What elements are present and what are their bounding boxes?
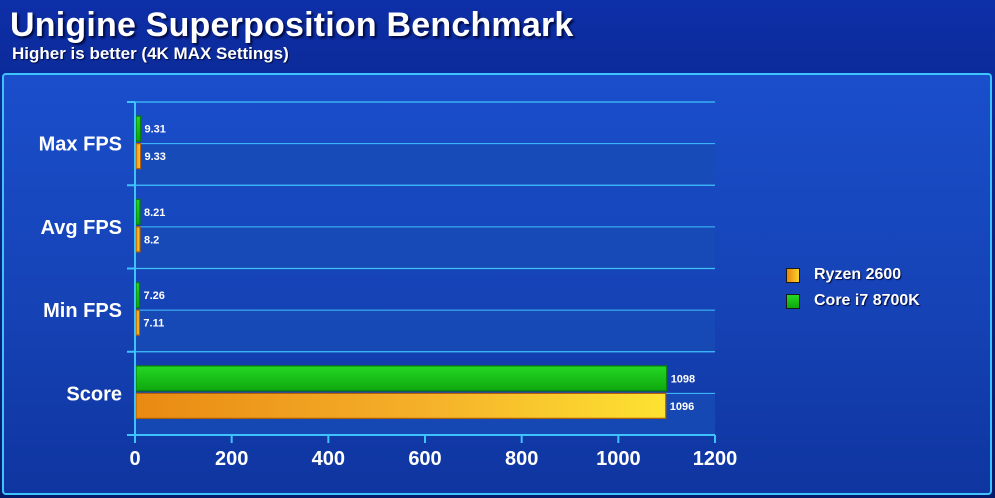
bar-core-i7-8700k <box>135 282 141 309</box>
value-label-core-i7-8700k: 1098 <box>671 373 695 385</box>
bar-core-i7-8700k <box>135 365 668 392</box>
legend-label-ryzen: Ryzen 2600 <box>814 266 902 283</box>
category-label: Avg FPS <box>41 217 123 239</box>
bar-ryzen-2600 <box>135 309 141 336</box>
value-label-core-i7-8700k: 8.21 <box>144 207 165 219</box>
chart-legend: Ryzen 2600 Core i7 8700K <box>786 262 920 314</box>
x-tick-label: 0 <box>129 448 140 470</box>
x-tick-label: 800 <box>505 448 538 470</box>
plot-band <box>135 143 715 186</box>
value-label-ryzen-2600: 7.11 <box>143 318 164 330</box>
legend-item-intel: Core i7 8700K <box>786 288 920 314</box>
category-label: Max FPS <box>39 134 122 156</box>
value-label-ryzen-2600: 9.33 <box>145 151 166 163</box>
legend-label-intel: Core i7 8700K <box>814 292 920 309</box>
x-tick-label: 1000 <box>596 448 641 470</box>
legend-swatch-intel <box>786 293 800 309</box>
value-label-ryzen-2600: 1096 <box>670 401 694 413</box>
x-tick-label: 200 <box>215 448 248 470</box>
chart-subtitle: Higher is better (4K MAX Settings) <box>12 44 289 63</box>
value-label-core-i7-8700k: 9.31 <box>144 124 165 136</box>
plot-band <box>135 226 715 269</box>
legend-swatch-ryzen <box>786 267 800 283</box>
value-label-core-i7-8700k: 7.26 <box>144 290 165 302</box>
category-label: Min FPS <box>43 300 122 322</box>
bar-ryzen-2600 <box>135 226 141 253</box>
legend-item-ryzen: Ryzen 2600 <box>786 262 920 288</box>
bar-ryzen-2600 <box>135 392 667 419</box>
bar-core-i7-8700k <box>135 198 141 225</box>
x-tick-label: 600 <box>408 448 441 470</box>
bar-ryzen-2600 <box>135 143 142 170</box>
category-label: Score <box>66 383 122 405</box>
x-tick-label: 400 <box>312 448 345 470</box>
value-label-ryzen-2600: 8.2 <box>144 234 159 246</box>
x-tick-label: 1200 <box>693 448 738 470</box>
chart-title: Unigine Superposition Benchmark <box>10 6 574 44</box>
plot-band <box>135 310 715 352</box>
bar-core-i7-8700k <box>135 115 142 142</box>
